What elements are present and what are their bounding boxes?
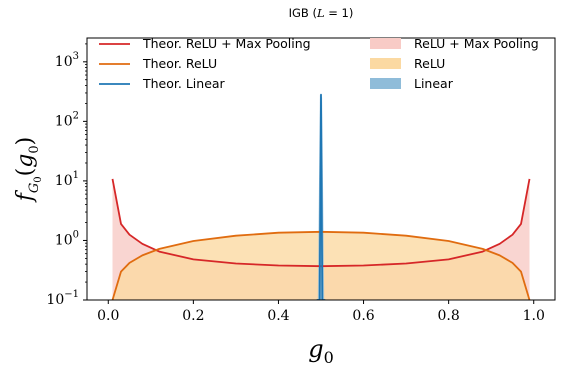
legend-swatch-relu (370, 58, 401, 69)
y-axis-ticks: 10−1 100 101 102 103 (46, 43, 87, 308)
x-axis-label: g0 (308, 335, 334, 367)
y-tick-label: 10−1 (46, 289, 79, 308)
x-axis-ticks: 0.0 0.2 0.4 0.6 0.8 1.0 (97, 300, 545, 324)
x-tick-label: 0.0 (97, 308, 119, 324)
x-tick-label: 0.8 (438, 308, 460, 324)
y-axis-label: fG0(g0) (13, 137, 44, 203)
chart-title: IGB (L = 1) (289, 6, 354, 20)
legend-label-theor-relu-max-pooling: Theor. ReLU + Max Pooling (142, 36, 311, 51)
theory-lines (111, 93, 531, 300)
legend-swatch-relu-max-pooling (370, 38, 401, 49)
y-tick-label: 100 (55, 229, 79, 248)
legend-label-theor-relu: Theor. ReLU (142, 56, 217, 71)
legend-swatch-linear (370, 78, 401, 89)
line-theor-relu-max-pooling (111, 178, 531, 268)
legend-label-theor-linear: Theor. Linear (142, 76, 226, 91)
x-tick-label: 1.0 (523, 308, 545, 324)
y-tick-label: 101 (55, 170, 79, 189)
plot-frame (86, 37, 556, 301)
legend-label-linear: Linear (414, 76, 454, 91)
x-tick-label: 0.4 (267, 308, 289, 324)
x-tick-label: 0.2 (182, 308, 204, 324)
y-tick-label: 103 (55, 51, 79, 70)
x-tick-label: 0.6 (352, 308, 374, 324)
legend: Theor. ReLU + Max Pooling Theor. ReLU Theo… (99, 36, 539, 91)
line-theor-linear (316, 93, 326, 300)
y-tick-label: 102 (55, 110, 79, 129)
legend-label-relu: ReLU (414, 56, 445, 71)
legend-label-relu-max-pooling: ReLU + Max Pooling (414, 36, 539, 51)
